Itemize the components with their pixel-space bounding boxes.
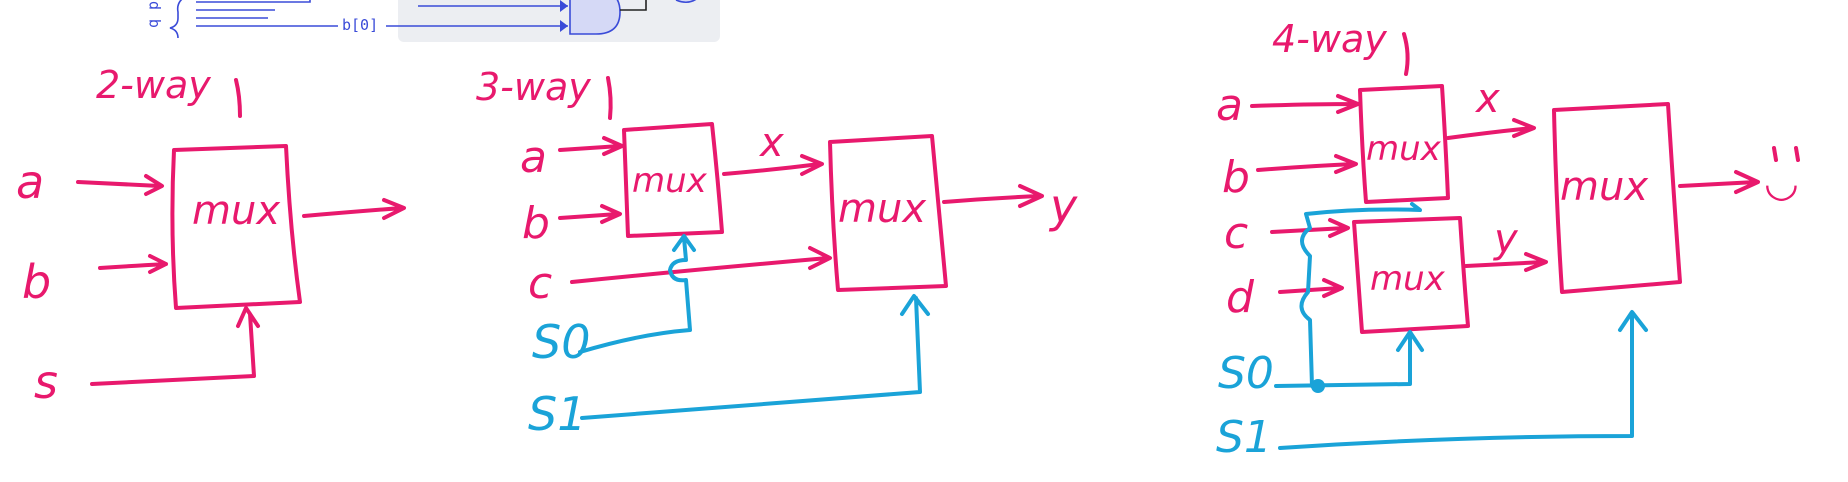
- four-way-input-a-label: a: [1216, 80, 1243, 131]
- four-way-input-b-label: b: [1222, 152, 1250, 203]
- two-way-output-wire: [304, 200, 404, 218]
- header-fragment: q p b[0]: [144, 0, 720, 42]
- two-way-wire-b: [100, 256, 166, 272]
- two-way-select-wire: [92, 308, 258, 384]
- two-way-select-s-label: s: [34, 355, 58, 409]
- three-way-wire-b: [560, 206, 620, 222]
- three-way-select1-wire: [582, 296, 928, 418]
- four-way-input-c-label: c: [1224, 208, 1248, 259]
- four-way-wire-x: [1448, 120, 1534, 138]
- two-way-title-tail: [236, 80, 240, 116]
- two-way-mux-label: mux: [192, 188, 280, 234]
- three-way-mux-diagram: 3-way a b c mux x mux y S0 S1: [476, 65, 1078, 441]
- four-way-mux2-label: mux: [1370, 259, 1446, 299]
- three-way-title: 3-way: [476, 65, 591, 109]
- four-way-output-eyes: [1774, 148, 1798, 160]
- four-way-select-s0-label: S0: [1218, 348, 1274, 399]
- fragment-side-label: q p: [144, 1, 162, 28]
- four-way-mux-diagram: 4-way a b c d mux mux x y mux ◡ S0 S1: [1216, 17, 1798, 463]
- fragment-and-gate: [570, 0, 620, 34]
- four-way-title-tail: [1404, 34, 1408, 74]
- four-way-output-wire: [1680, 172, 1758, 192]
- three-way-select-s1-label: S1: [528, 387, 586, 441]
- four-way-select-s1-label: S1: [1216, 412, 1272, 463]
- four-way-output-label: ◡: [1766, 160, 1797, 206]
- four-way-wire-a: [1252, 96, 1358, 112]
- fragment-brace: [170, 0, 186, 38]
- four-way-title: 4-way: [1272, 17, 1387, 61]
- fragment-wires: [196, 0, 310, 18]
- two-way-wire-a: [78, 176, 162, 194]
- four-way-mux3-label: mux: [1560, 164, 1648, 210]
- three-way-mux2-label: mux: [838, 186, 926, 232]
- three-way-output-wire: [944, 186, 1042, 206]
- four-way-input-d-label: d: [1226, 272, 1255, 323]
- three-way-title-tail: [608, 78, 611, 118]
- two-way-title: 2-way: [96, 63, 211, 107]
- two-way-input-b-label: b: [22, 255, 51, 309]
- three-way-mux1-label: mux: [632, 161, 708, 201]
- four-way-wire-d: [1280, 280, 1342, 296]
- four-way-select0-wire: [1276, 332, 1422, 386]
- three-way-wire-c: [572, 248, 830, 282]
- three-way-wire-a: [560, 138, 622, 154]
- three-way-input-b-label: b: [522, 198, 550, 249]
- fragment-b0-label: b[0]: [342, 16, 378, 34]
- three-way-select-s0-label: S0: [532, 315, 590, 369]
- two-way-mux-diagram: 2-way a b s mux: [16, 63, 404, 409]
- two-way-input-a-label: a: [16, 155, 44, 209]
- four-way-wire-b: [1258, 156, 1356, 172]
- three-way-output-y-label: y: [1048, 179, 1078, 233]
- three-way-input-a-label: a: [520, 132, 547, 183]
- four-way-intermediate-y-label: y: [1493, 216, 1519, 262]
- three-way-select0-wire: [580, 236, 694, 352]
- four-way-intermediate-x-label: x: [1474, 76, 1500, 122]
- three-way-input-c-label: c: [528, 258, 552, 309]
- three-way-intermediate-x-label: x: [758, 120, 784, 166]
- four-way-select1-wire: [1280, 312, 1646, 448]
- four-way-mux1-label: mux: [1366, 129, 1442, 169]
